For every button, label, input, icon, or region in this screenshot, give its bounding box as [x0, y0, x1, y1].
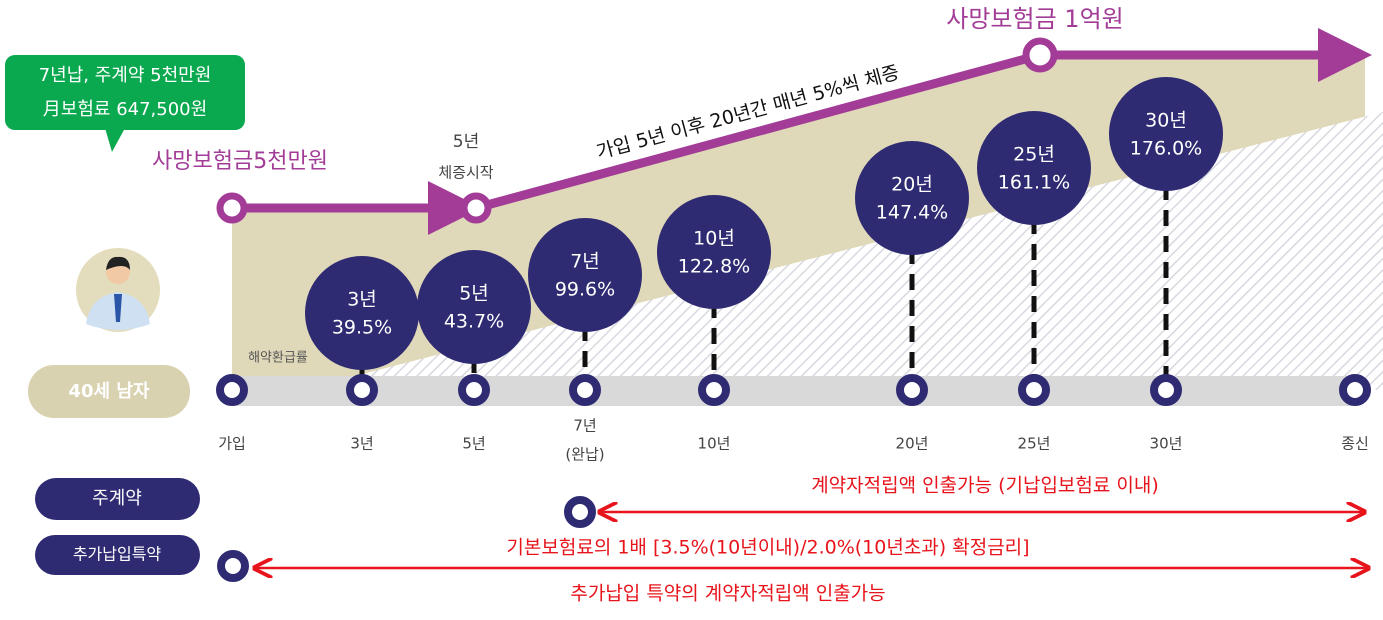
bubble-year: 10년 — [693, 228, 735, 250]
rate-bubble — [1109, 77, 1223, 191]
timeline-label: 3년 — [350, 435, 373, 453]
main-label: 주계약 — [92, 488, 142, 509]
bubble-year: 20년 — [891, 174, 933, 196]
bubble-rate: 176.0% — [1130, 138, 1202, 160]
callout-tail — [105, 128, 125, 152]
bubble-year: 30년 — [1145, 110, 1187, 132]
bubble-rate: 122.8% — [678, 256, 750, 278]
insured: 40세 남자 — [69, 381, 150, 402]
rider-dot — [221, 554, 245, 578]
bubble-rate: 99.6% — [555, 279, 615, 301]
rate-bubble — [977, 111, 1091, 225]
rate-bubble — [855, 141, 969, 255]
timeline-label: 5년 — [462, 435, 485, 453]
timeline-dot — [1343, 378, 1367, 402]
timeline-label: 10년 — [698, 435, 731, 453]
main-note: 계약자적립액 인출가능 (기납입보험료 이내) — [811, 475, 1159, 497]
rider-note: 기본보험료의 1배 [3.5%(10년이내)/2.0%(10년초과) 확정금리] — [506, 537, 1029, 559]
timeline-dot — [462, 378, 486, 402]
timeline-dot — [220, 378, 244, 402]
callout-text: 7년납, 주계약 5천만원 — [39, 65, 212, 86]
bubble-rate: 39.5% — [332, 317, 392, 339]
death-benefit-start: 사망보험금5천만원 — [152, 149, 328, 174]
timeline-dot — [1022, 378, 1046, 402]
timeline-dot — [350, 378, 374, 402]
rate-bubble — [657, 195, 771, 309]
timeline-label: 7년 — [573, 417, 596, 435]
rate-bubble — [305, 256, 419, 370]
rider-label: 추가납입특약 — [73, 545, 162, 564]
bubble-year: 5년 — [459, 283, 489, 305]
timeline-dot — [1154, 378, 1178, 402]
timeline-dot — [900, 378, 924, 402]
death-benefit-end: 사망보험금 1억원 — [946, 5, 1123, 33]
timeline-label: 30년 — [1150, 435, 1183, 453]
bubble-year: 7년 — [570, 251, 600, 273]
rate-bubble — [417, 250, 531, 364]
bubble-rate: 43.7% — [444, 311, 504, 333]
timeline-label: 25년 — [1018, 435, 1051, 453]
timeline-dot — [573, 378, 597, 402]
timeline-dot — [702, 378, 726, 402]
timeline-label: 20년 — [896, 435, 929, 453]
increase-label: 체증시작 — [438, 164, 493, 182]
rider-note: 추가납입 특약의 계약자적립액 인출가능 — [570, 583, 885, 605]
rate-bubble — [528, 218, 642, 332]
callout-text: 月보험료 647,500원 — [43, 99, 207, 120]
person-icon — [76, 248, 160, 332]
timeline-sub: (완납) — [565, 446, 604, 464]
bubble-rate: 161.1% — [998, 172, 1070, 194]
bubble-rate: 147.4% — [876, 202, 948, 224]
diagram: 사망보험금 1억원 사망보험금5천만원 5년 체증시작 가입 5년 이후 20년… — [0, 0, 1383, 616]
surrender-label: 해약환급률 — [248, 351, 308, 366]
bubble-year: 25년 — [1013, 144, 1055, 166]
increase-year: 5년 — [453, 132, 479, 152]
timeline-label: 종신 — [1341, 435, 1369, 453]
main-dot — [568, 500, 592, 524]
timeline-bar — [232, 376, 1357, 406]
bubble-year: 3년 — [347, 289, 377, 311]
timeline-label: 가입 — [218, 435, 246, 453]
